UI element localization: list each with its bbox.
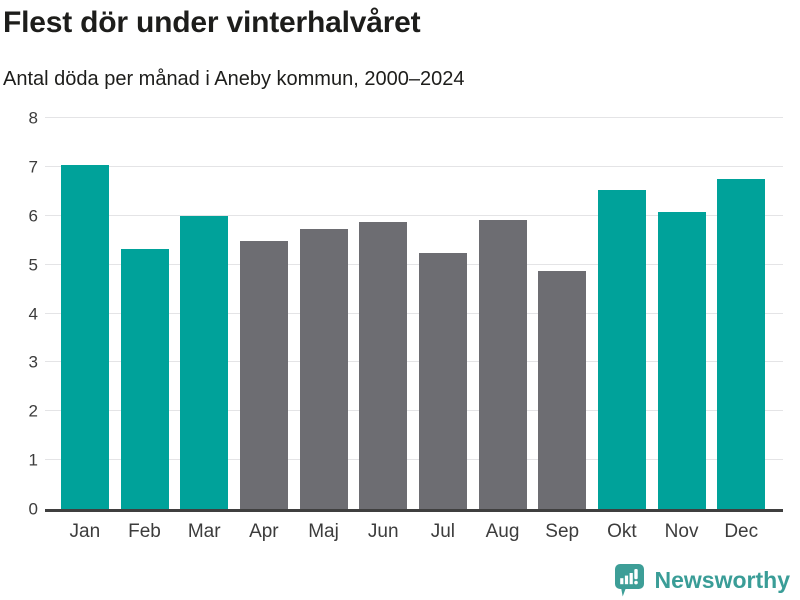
y-tick-label-2: 2 [28,401,38,421]
brand-name: Newsworthy [654,566,790,593]
gridline-2 [45,410,783,412]
bar-okt [597,190,646,509]
x-tick-label-nov: Nov [664,521,699,542]
y-tick-label-1: 1 [28,450,38,470]
y-tick-label-5: 5 [28,255,38,275]
logo-bar-tall [629,573,633,585]
x-tick-label-jan: Jan [69,521,101,542]
x-tick-label-okt: Okt [607,521,637,542]
gridline-8 [45,117,783,118]
x-axis: Jan Feb Mar Apr Maj Jun Jul Aug Sep Okt Nov Dec [45,512,783,543]
x-tick-label-sep: Sep [545,521,580,542]
bar-slot-nov [652,118,712,509]
bar-slot-apr [234,118,294,509]
x-tick-label-jun: Jun [367,521,399,542]
y-tick-label-8: 8 [28,108,38,128]
bar-slot-jun [353,118,413,509]
x-tick-label-maj: Maj [308,521,339,542]
x-tick-label-mar: Mar [187,521,221,542]
bar-dec [717,178,766,509]
bar-feb [120,249,169,509]
y-axis: 0 1 2 3 4 5 6 7 8 [0,110,38,518]
gridline-4 [45,312,783,314]
bar-chart: 0 1 2 3 4 5 6 7 8 Jan Feb Mar Apr Maj Jun Jul Aug Sep Okt… [0,110,800,558]
x-tick-label-feb: Feb [128,521,161,542]
gridline-5 [45,263,783,265]
bar-slot-maj [294,118,354,509]
brand-footer: Newsworthy [612,563,790,597]
bar-maj [299,229,348,509]
gridline-6 [45,214,783,216]
y-tick-label-6: 6 [28,206,38,226]
bar-nov [657,211,706,509]
bar-slot-dec [711,118,771,509]
bar-jan [60,164,109,509]
x-tick-label-aug: Aug [485,521,520,542]
gridline-1 [45,459,783,461]
bar-jun [359,221,408,509]
logo-exclamation-bar [633,569,638,580]
bar-slot-sep [532,118,592,509]
bar-mar [180,215,229,509]
bar-jul [418,252,467,509]
x-tick-label-dec: Dec [724,521,759,542]
bar-slot-aug [473,118,533,509]
logo-bar-small [619,578,623,585]
chart-title: Flest dör under vinterhalvåret [3,6,421,39]
bar-aug [478,219,527,509]
plot-area [45,117,783,512]
bar-slot-feb [115,118,175,509]
chart-subtitle: Antal döda per månad i Aneby kommun, 200… [3,68,465,90]
y-tick-label-3: 3 [28,352,38,372]
gridline-7 [45,165,783,167]
bar-slot-jul [413,118,473,509]
x-tick-label-jul: Jul [430,521,456,542]
logo-bar-medium [624,575,628,585]
bar-slot-jan [55,118,115,509]
y-tick-label-4: 4 [28,304,38,323]
x-tick-label-apr: Apr [249,521,279,542]
bar-apr [239,241,288,509]
chart-header: Flest dör under vinterhalvåret Antal död… [0,0,800,91]
bar-slot-okt [592,118,652,509]
bar-sep [538,270,587,509]
y-tick-label-0: 0 [28,499,38,519]
logo-exclamation-dot [633,580,638,585]
newsworthy-logo-icon [614,564,644,597]
y-tick-label-7: 7 [28,157,38,177]
bar-slot-mar [174,118,234,509]
gridline-3 [45,361,783,363]
bars-container [45,118,783,509]
